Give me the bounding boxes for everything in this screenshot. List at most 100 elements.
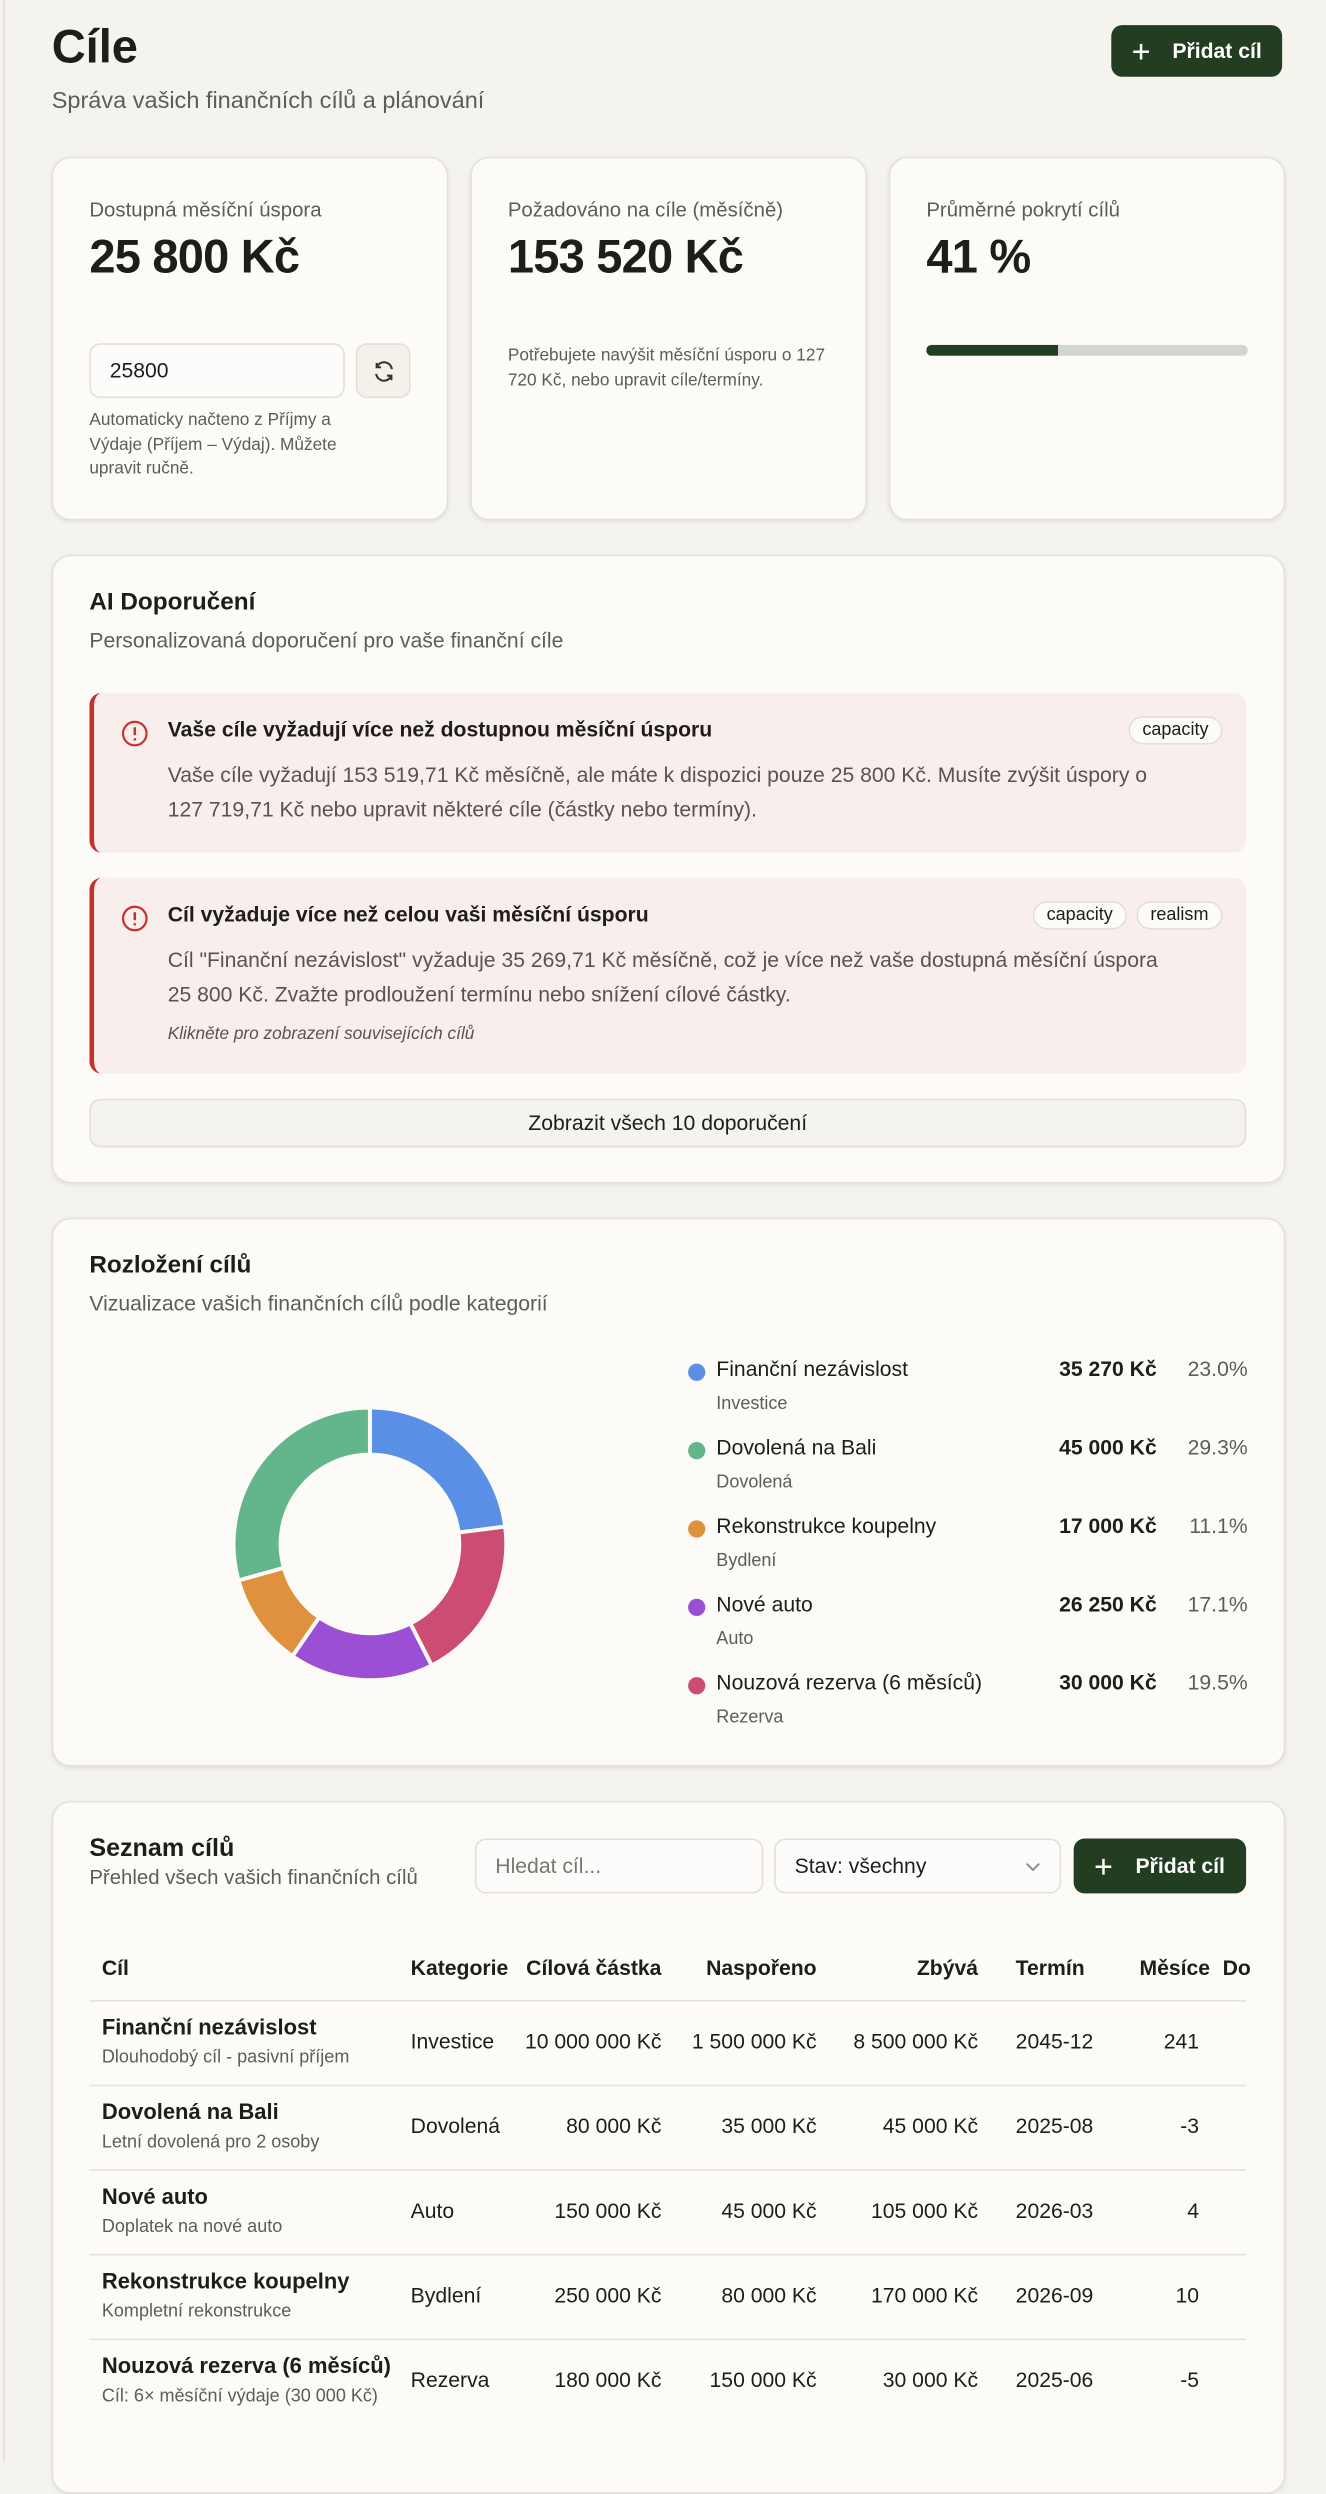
table-cell: -5 <box>1180 2368 1200 2392</box>
card-note: Automaticky načteno z Příjmy a Výdaje (P… <box>89 410 337 479</box>
goal-desc: Cíl: 6× měsíční výdaje (30 000 Kč) <box>101 2387 378 2406</box>
chart-title: Rozložení cílů <box>89 1252 252 1279</box>
legend-dot <box>688 1598 706 1616</box>
table-cell: 30 000 Kč <box>882 2368 979 2392</box>
status-filter[interactable]: Stav: všechny <box>774 1838 1062 1894</box>
recommendation[interactable]: Vaše cíle vyžadují více než dostupnou mě… <box>89 692 1247 853</box>
coverage-card: Průměrné pokrytí cílů 41 % <box>888 156 1286 521</box>
table-cell: 35 000 Kč <box>721 2114 817 2138</box>
table-cell: 2026-09 <box>1015 2283 1094 2308</box>
refresh-button[interactable] <box>355 343 411 399</box>
goals-table: Cíl Kategorie Cílová částka Naspořeno Zbývá T… <box>53 1803 1283 2493</box>
column-header: Zbývá <box>916 1956 979 1980</box>
column-header: Naspořeno <box>706 1956 817 1980</box>
donut-slice <box>367 1405 508 1535</box>
legend-percent: 29.3% <box>1187 1435 1248 1460</box>
table-cell: Bydlení <box>410 2283 482 2308</box>
card-value: 153 520 Kč <box>507 231 744 284</box>
table-cell: 2045-12 <box>1015 2029 1094 2054</box>
legend: Finanční nezávislost Investice 35 270 Kč 23… <box>680 1219 1283 1764</box>
page-title: Cíle <box>51 21 138 74</box>
savings-input[interactable]: 25800 <box>89 343 345 399</box>
header-line <box>89 2000 1247 2002</box>
column-header: Termín <box>1015 1956 1085 1980</box>
table-cell: 80 000 Kč <box>721 2283 817 2308</box>
table-cell: 180 000 Kč <box>554 2368 662 2392</box>
donut-slice <box>231 1405 372 1583</box>
section-title: Seznam cílů <box>89 1835 235 1863</box>
table-cell: Investice <box>410 2029 495 2054</box>
table-cell: 1 500 000 Kč <box>691 2029 817 2054</box>
breakdown-card: Rozložení cílů Vizualizace vašich finanč… <box>51 1217 1286 1767</box>
recommendation-title: Vaše cíle vyžadují více než dostupnou mě… <box>167 717 713 742</box>
section-subtitle: Personalizovaná doporučení pro vaše fina… <box>89 628 564 653</box>
row-line <box>89 2253 1247 2256</box>
goal-name: Nové auto <box>101 2183 208 2209</box>
column-header: Do <box>1222 1956 1251 1980</box>
legend-name: Rekonstrukce koupelny <box>716 1514 937 1538</box>
edge <box>3 0 5 2463</box>
card-value: 41 % <box>926 231 1031 284</box>
goal-desc: Letní dovolená pro 2 osoby <box>101 2133 320 2153</box>
show-all-button[interactable]: Zobrazit všech 10 doporučení <box>89 1098 1247 1148</box>
section-subtitle: Přehled všech vašich finančních cílů <box>89 1865 418 1889</box>
button-label: Zobrazit všech 10 doporučení <box>528 1111 808 1135</box>
column-header: Měsíce <box>1139 1956 1211 1980</box>
add-goal-button[interactable]: Přidat cíl <box>1073 1838 1247 1894</box>
table-cell: 150 000 Kč <box>709 2368 817 2392</box>
plus-icon <box>1133 43 1149 59</box>
chevron-icon <box>1025 1862 1040 1871</box>
card-note: Potřebujete navýšit měsíční úsporu o 127… <box>507 346 826 390</box>
card-label: Dostupná měsíční úspora <box>89 197 322 222</box>
table-cell: 80 000 Kč <box>566 2114 662 2138</box>
recommendation-title: Cíl vyžaduje více než celou vaši měsíční… <box>167 902 649 927</box>
goal-name: Dovolená na Bali <box>101 2098 279 2124</box>
related-link[interactable]: Klikněte pro zobrazení souvisejících cíl… <box>167 1025 475 1044</box>
legend-dot <box>688 1363 706 1381</box>
table-cell: 4 <box>1187 2199 1200 2223</box>
legend-amount: 45 000 Kč <box>1059 1435 1157 1460</box>
goal-name: Finanční nezávislost <box>101 2014 317 2040</box>
table-cell: 10 <box>1175 2283 1200 2308</box>
table-cell: Auto <box>410 2199 455 2223</box>
legend-percent: 17.1% <box>1187 1592 1248 1616</box>
legend-group: Dovolená <box>716 1473 793 1493</box>
table-cell: 105 000 Kč <box>870 2199 979 2223</box>
add-goal-button[interactable]: Přidat cíl <box>1111 25 1283 77</box>
legend-group: Rezerva <box>716 1708 784 1728</box>
required-card: Požadováno na cíle (měsíčně) 153 520 Kč … <box>470 156 867 521</box>
goal-name: Rekonstrukce koupelny <box>101 2268 350 2294</box>
column-header: Kategorie <box>410 1956 509 1980</box>
legend-group: Bydlení <box>716 1551 777 1571</box>
legend-dot <box>688 1520 706 1538</box>
button-label: Přidat cíl <box>1172 39 1262 63</box>
search-placeholder: Hledat cíl... <box>495 1854 602 1878</box>
donut-chart <box>231 1405 509 1683</box>
button-label: Přidat cíl <box>1135 1854 1225 1878</box>
table-cell: Dovolená <box>410 2114 501 2138</box>
legend-amount: 17 000 Kč <box>1059 1514 1157 1538</box>
page-subtitle: Správa vašich finančních cílů a plánován… <box>51 87 485 115</box>
row-line <box>89 2338 1247 2341</box>
recommendation[interactable]: Cíl vyžaduje více než celou vaši měsíční… <box>89 877 1247 1074</box>
row-line <box>89 2084 1247 2087</box>
legend-dot <box>688 1442 706 1460</box>
tag: capacity <box>1032 901 1127 930</box>
legend-name: Dovolená na Bali <box>716 1435 877 1460</box>
legend-dot <box>688 1677 706 1695</box>
progress-fill <box>926 344 1059 356</box>
savings-card: Dostupná měsíční úspora 25 800 Kč 25800 … <box>51 156 449 521</box>
legend-name: Nové auto <box>716 1592 813 1616</box>
table-cell: 2025-08 <box>1015 2114 1094 2138</box>
donut-slice <box>407 1524 509 1669</box>
legend-group: Investice <box>716 1394 788 1414</box>
search-input[interactable]: Hledat cíl... <box>474 1838 764 1894</box>
goal-desc: Doplatek na nové auto <box>101 2217 283 2237</box>
legend-amount: 26 250 Kč <box>1059 1592 1157 1616</box>
legend-amount: 35 270 Kč <box>1059 1357 1157 1381</box>
table-cell: 150 000 Kč <box>554 2199 662 2223</box>
legend-name: Nouzová rezerva (6 měsíců) <box>716 1670 983 1695</box>
table-cell: 241 <box>1163 2029 1200 2054</box>
